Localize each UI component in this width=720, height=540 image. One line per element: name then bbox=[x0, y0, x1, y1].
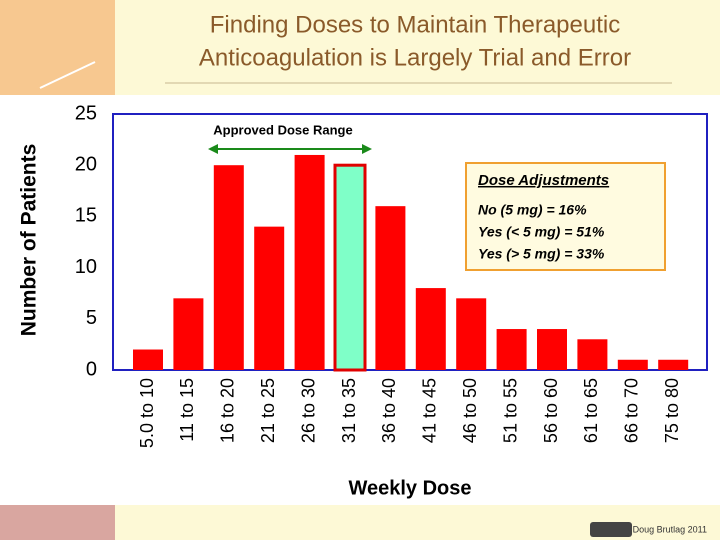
plot-frame bbox=[112, 113, 708, 371]
y-tick-label: 25 bbox=[75, 102, 97, 124]
bar bbox=[456, 298, 487, 370]
x-tick-label: 11 to 15 bbox=[177, 378, 197, 442]
arrow-head bbox=[208, 144, 218, 154]
y-tick-label: 10 bbox=[75, 256, 97, 278]
credit: Doug Brutlag 2011 bbox=[633, 524, 707, 534]
x-tick-label: 56 to 60 bbox=[541, 378, 561, 443]
arrow-head bbox=[362, 144, 372, 154]
license-icon bbox=[590, 522, 632, 537]
x-tick-label: 16 to 20 bbox=[218, 378, 238, 443]
range-label: Approved Dose Range bbox=[213, 122, 352, 137]
bar bbox=[294, 154, 325, 370]
bar bbox=[577, 339, 608, 370]
y-tick-label: 20 bbox=[75, 153, 97, 175]
bar bbox=[415, 288, 446, 370]
y-tick-label: 5 bbox=[86, 307, 97, 329]
adjustment-box bbox=[465, 162, 666, 271]
bar bbox=[617, 359, 648, 370]
bar bbox=[213, 165, 244, 370]
bar bbox=[254, 226, 285, 370]
box-line: No (5 mg) = 16% bbox=[478, 202, 587, 218]
bar bbox=[658, 359, 689, 370]
y-axis-label: Number of Patients bbox=[18, 144, 41, 337]
box-title: Dose Adjustments bbox=[478, 172, 609, 189]
bar bbox=[375, 206, 406, 370]
bar bbox=[333, 163, 367, 372]
bar bbox=[173, 298, 204, 370]
x-tick-label: 36 to 40 bbox=[379, 378, 399, 443]
x-tick-label: 75 to 80 bbox=[662, 378, 682, 443]
bar bbox=[496, 329, 527, 370]
x-tick-label: 61 to 65 bbox=[581, 378, 601, 443]
box-line: Yes (< 5 mg) = 51% bbox=[478, 224, 605, 240]
x-tick-label: 46 to 50 bbox=[460, 378, 480, 443]
x-tick-label: 51 to 55 bbox=[500, 378, 520, 443]
bar bbox=[133, 349, 163, 370]
x-tick-label: 5.0 to 10 bbox=[137, 378, 157, 448]
x-tick-label: 21 to 25 bbox=[258, 378, 278, 443]
x-tick-label: 66 to 70 bbox=[622, 378, 642, 443]
x-tick-label: 41 to 45 bbox=[420, 378, 440, 443]
y-tick-label: 15 bbox=[75, 205, 97, 227]
title-line: Finding Doses to Maintain Therapeutic bbox=[210, 11, 620, 38]
x-tick-label: 26 to 30 bbox=[298, 378, 318, 443]
x-tick-label: 31 to 35 bbox=[339, 378, 359, 443]
box-line: Yes (> 5 mg) = 33% bbox=[478, 246, 605, 262]
y-tick-label: 0 bbox=[86, 358, 97, 380]
title-line: Anticoagulation is Largely Trial and Err… bbox=[199, 44, 631, 71]
x-axis-label: Weekly Dose bbox=[348, 477, 471, 499]
corner-decoration bbox=[39, 61, 96, 89]
bottom-image bbox=[0, 505, 115, 540]
bar bbox=[537, 329, 567, 370]
